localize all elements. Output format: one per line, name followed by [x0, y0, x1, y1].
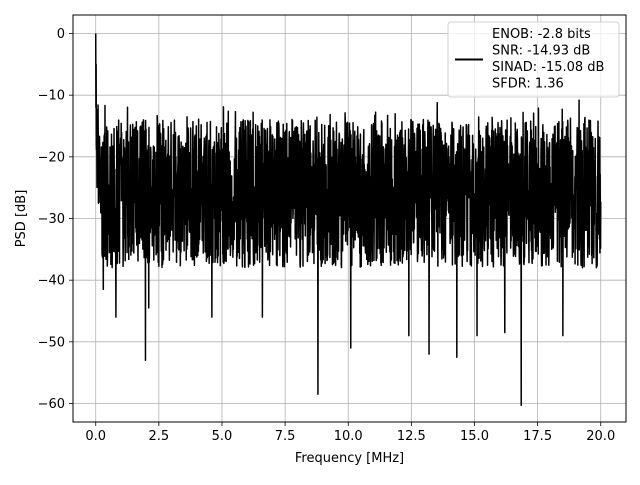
y-axis-label: PSD [dB]: [14, 190, 29, 248]
x-tick-label: 5.0: [212, 429, 233, 444]
x-tick-label: 7.5: [275, 429, 296, 444]
y-tick-label: −60: [38, 397, 65, 412]
legend-enob: ENOB: -2.8 bits: [492, 27, 591, 42]
legend-sfdr: SFDR: 1.36: [492, 77, 564, 92]
x-tick-label: 20.0: [586, 429, 615, 444]
x-tick-label: 10.0: [334, 429, 363, 444]
y-tick-label: −50: [38, 335, 65, 350]
x-tick-label: 2.5: [149, 429, 170, 444]
legend: ENOB: -2.8 bits SNR: -14.93 dB SINAD: -1…: [447, 21, 620, 98]
y-tick-label: −30: [38, 212, 65, 227]
x-axis-label: Frequency [MHz]: [295, 451, 404, 466]
x-tick-label: 12.5: [397, 429, 426, 444]
legend-box: [447, 21, 620, 98]
x-tick-label: 0.0: [85, 429, 106, 444]
y-tick-label: 0: [57, 27, 65, 42]
y-tick-label: −10: [38, 89, 65, 104]
x-tick-label: 15.0: [460, 429, 489, 444]
psd-series-line: [94, 33, 602, 407]
x-tick-label: 17.5: [523, 429, 552, 444]
series-group: [94, 33, 602, 407]
legend-snr: SNR: -14.93 dB: [492, 44, 590, 59]
y-tick-label: −40: [38, 274, 65, 289]
ticks: 0.0 2.5 5.0 7.5 10.0 12.5 15.0 17.5 20.0 0 −10 −20 −…: [38, 27, 616, 444]
legend-sinad: SINAD: -15.08 dB: [492, 60, 604, 75]
y-tick-label: −20: [38, 150, 65, 165]
